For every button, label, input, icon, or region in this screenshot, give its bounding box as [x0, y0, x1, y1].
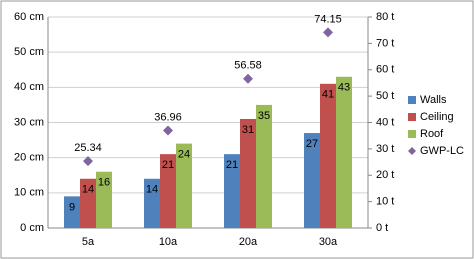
y2-tick-label: 60 t [376, 64, 394, 76]
y-tick-label: 40 cm [14, 81, 44, 93]
bar [336, 76, 352, 229]
y-tick-label: 60 cm [14, 11, 44, 23]
bar [80, 178, 96, 228]
bar-value-label: 24 [178, 149, 190, 161]
y-tick-label: 50 cm [14, 46, 44, 58]
marker [323, 27, 333, 38]
y-tick-label: 30 cm [14, 116, 44, 128]
legend-label: Roof [420, 128, 444, 140]
bar [304, 133, 320, 228]
y-tick-label: 0 cm [20, 222, 44, 234]
marker [83, 156, 93, 167]
marker [243, 73, 253, 84]
bar-value-label: 27 [306, 138, 318, 150]
x-tick-label: 5a [82, 236, 95, 248]
bar [224, 154, 240, 228]
point-value-label: 36.96 [154, 111, 182, 123]
bar-value-label: 43 [338, 82, 350, 94]
point-value-label: 56.58 [234, 60, 262, 72]
bar [320, 83, 336, 228]
bar-value-label: 14 [146, 184, 158, 196]
bar [160, 154, 176, 228]
bar [256, 104, 272, 228]
y2-tick-label: 70 t [376, 37, 394, 49]
bar [240, 118, 256, 228]
x-tick-label: 10a [159, 236, 178, 248]
legend-swatch [408, 113, 416, 121]
y-tick-label: 20 cm [14, 152, 44, 164]
bar-value-label: 9 [69, 201, 75, 213]
legend-swatch [408, 96, 416, 104]
y2-tick-label: 10 t [376, 196, 394, 208]
marker [163, 125, 173, 136]
bar [64, 196, 80, 228]
y2-tick-label: 40 t [376, 116, 394, 128]
legend-swatch [408, 147, 416, 155]
bar [176, 143, 192, 228]
y2-tick-label: 20 t [376, 169, 394, 181]
bar-value-label: 14 [82, 184, 94, 196]
y2-tick-label: 0 t [376, 222, 388, 234]
bar-value-label: 21 [162, 159, 174, 171]
y2-tick-label: 50 t [376, 90, 394, 102]
legend-label: Ceiling [420, 111, 454, 123]
bar [144, 178, 160, 228]
legend-label: GWP-LC [420, 145, 464, 157]
point-value-label: 74.15 [314, 13, 342, 25]
bar-value-label: 21 [226, 159, 238, 171]
legend-label: Walls [420, 94, 447, 106]
y2-tick-label: 30 t [376, 143, 394, 155]
x-tick-label: 20a [239, 236, 258, 248]
y-tick-label: 10 cm [14, 187, 44, 199]
bar-value-label: 35 [258, 110, 270, 122]
x-tick-label: 30a [319, 236, 338, 248]
bar [96, 171, 112, 228]
bar-value-label: 31 [242, 124, 254, 136]
point-value-label: 25.34 [74, 142, 102, 154]
bar-value-label: 16 [98, 177, 110, 189]
bar-value-label: 41 [322, 89, 334, 101]
y2-tick-label: 80 t [376, 11, 394, 23]
legend-swatch [408, 130, 416, 138]
